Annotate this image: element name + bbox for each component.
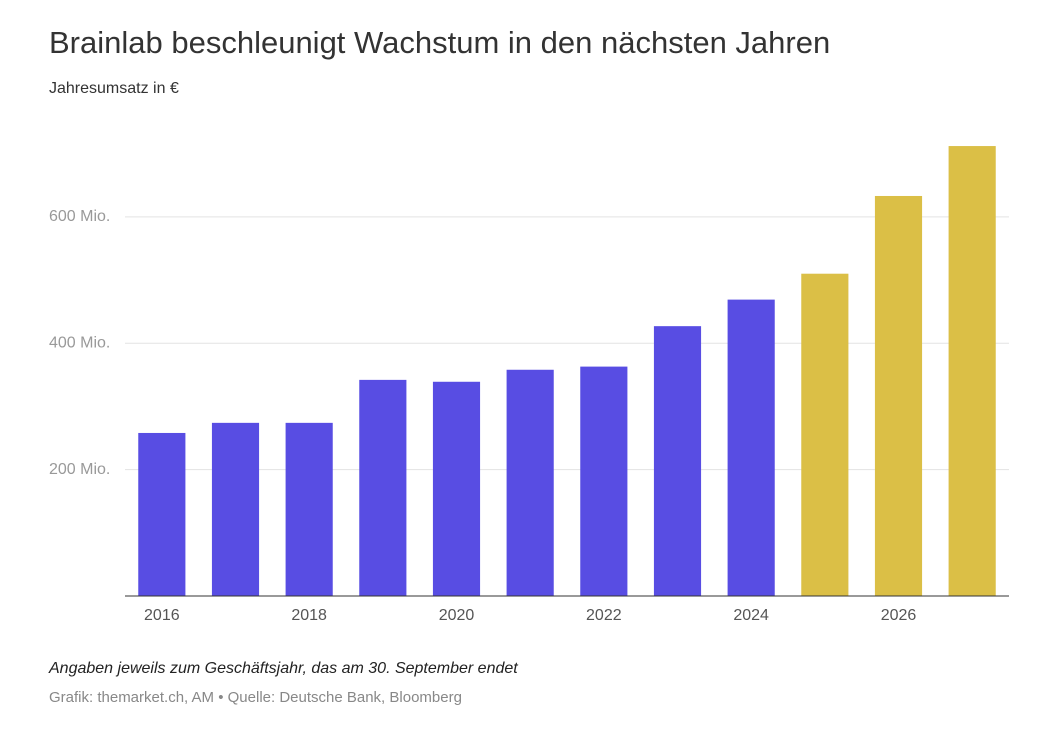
x-tick-label: 2024 (733, 607, 769, 624)
bar (138, 432, 186, 596)
source: Grafik: themarket.ch, AM • Quelle: Deuts… (49, 689, 462, 706)
chart-subtitle: Jahresumsatz in € (49, 80, 179, 97)
y-tick-label: 400 Mio. (49, 334, 110, 351)
x-tick-label: 2018 (291, 607, 327, 624)
chart-title: Brainlab beschleunigt Wachstum in den nä… (49, 25, 830, 60)
x-tick-label: 2016 (144, 607, 180, 624)
note: Angaben jeweils zum Geschäftsjahr, das a… (48, 660, 518, 677)
y-tick-label: 600 Mio. (49, 208, 110, 225)
bar (432, 381, 481, 596)
bar (506, 369, 554, 596)
bar (874, 195, 923, 596)
bar (580, 366, 628, 596)
bar (653, 326, 702, 596)
x-tick-label: 2026 (881, 607, 917, 624)
x-tick-label: 2020 (439, 607, 475, 624)
bar (211, 422, 260, 596)
bar (285, 422, 333, 596)
bar (948, 146, 996, 597)
bar (801, 273, 849, 596)
y-tick-label: 200 Mio. (49, 461, 110, 478)
x-tick-label: 2022 (586, 607, 622, 624)
bar (359, 379, 407, 596)
bar (727, 299, 775, 596)
